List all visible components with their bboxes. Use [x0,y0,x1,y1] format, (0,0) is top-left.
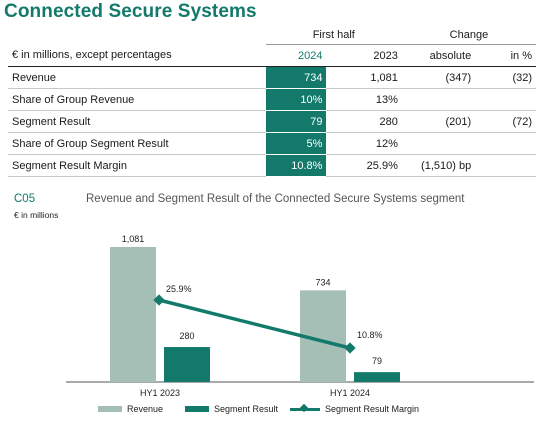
bar-label-segment-result: 79 [372,356,382,366]
row-label: Segment Result [8,110,266,133]
cell-pct: (72) [475,110,536,133]
cell-pct: (32) [475,66,536,89]
financial-table: First half Change € in millions, except … [8,26,536,177]
cell-2023: 13% [326,88,402,111]
bar-revenue [110,247,156,382]
column-header-pct: in % [475,44,536,67]
cell-pct [475,132,536,155]
row-label: Share of Group Segment Result [8,132,266,155]
cell-absolute [401,132,476,155]
cell-2023: 280 [326,110,402,133]
bar-segment-result [354,372,400,382]
row-label: Segment Result Margin [8,154,266,177]
group-header-change: Change [401,26,536,45]
legend-swatch-segment-result [185,406,209,412]
column-header-absolute: absolute [401,44,476,67]
cell-2023: 1,081 [326,66,402,89]
cell-2024: 79 [265,110,327,133]
cell-absolute: (201) [401,110,476,133]
legend-label-revenue: Revenue [127,404,164,414]
point-segment-result-margin [344,342,356,354]
cell-2024: 734 [265,66,327,89]
chart-title: Revenue and Segment Result of the Connec… [86,193,465,205]
column-header-2023: 2023 [326,44,402,67]
table-row: Segment Result 79 280 (201) (72) [8,110,536,133]
cell-pct [475,88,536,111]
cell-absolute: (347) [401,66,476,89]
table-group-header-row: First half Change [8,26,536,45]
cell-pct [475,154,536,177]
cell-2023: 25.9% [326,154,402,177]
cell-absolute: (1,510) bp [401,154,476,177]
table-row: Segment Result Margin 10.8% 25.9% (1,510… [8,154,536,177]
legend-label-segment-result: Segment Result [214,404,279,414]
bar-segment-result [164,347,210,382]
table-row: Share of Group Revenue 10% 13% [8,88,536,111]
cell-2024: 5% [265,132,327,155]
point-label-margin: 25.9% [166,284,192,294]
legend-item-segment-result: Segment Result [185,404,278,414]
chart-unit: € in millions [14,210,59,220]
bar-label-revenue: 734 [315,277,330,287]
column-header-label: € in millions, except percentages [8,44,266,67]
legend-item-revenue: Revenue [98,404,163,414]
cell-2024: 10.8% [265,154,327,177]
table-row: Revenue 734 1,081 (347) (32) [8,66,536,89]
legend-label-segment-result-margin: Segment Result Margin [325,404,420,414]
row-label: Share of Group Revenue [8,88,266,111]
chart-code: C05 [14,193,36,205]
point-label-margin: 10.8% [357,330,383,340]
table-header-row: € in millions, except percentages 2024 2… [8,44,536,67]
x-tick-label: HY1 2023 [140,388,180,398]
bar-label-revenue: 1,081 [122,234,145,244]
cell-2023: 12% [326,132,402,155]
group-header-first-half: First half [265,26,402,45]
table-row: Share of Group Segment Result 5% 12% [8,132,536,155]
page-title: Connected Secure Systems [4,1,257,22]
line-segment-result-margin [158,298,351,350]
bar-label-segment-result: 280 [179,331,194,341]
legend-swatch-revenue [98,406,122,412]
row-label: Revenue [8,66,266,89]
legend-line-margin [290,404,320,414]
cell-absolute [401,88,476,111]
legend-item-segment-result-margin: Segment Result Margin [290,404,419,414]
cell-2024: 10% [265,88,327,111]
x-tick-label: HY1 2024 [330,388,370,398]
column-header-2024: 2024 [265,44,327,67]
point-segment-result-margin [153,294,165,306]
